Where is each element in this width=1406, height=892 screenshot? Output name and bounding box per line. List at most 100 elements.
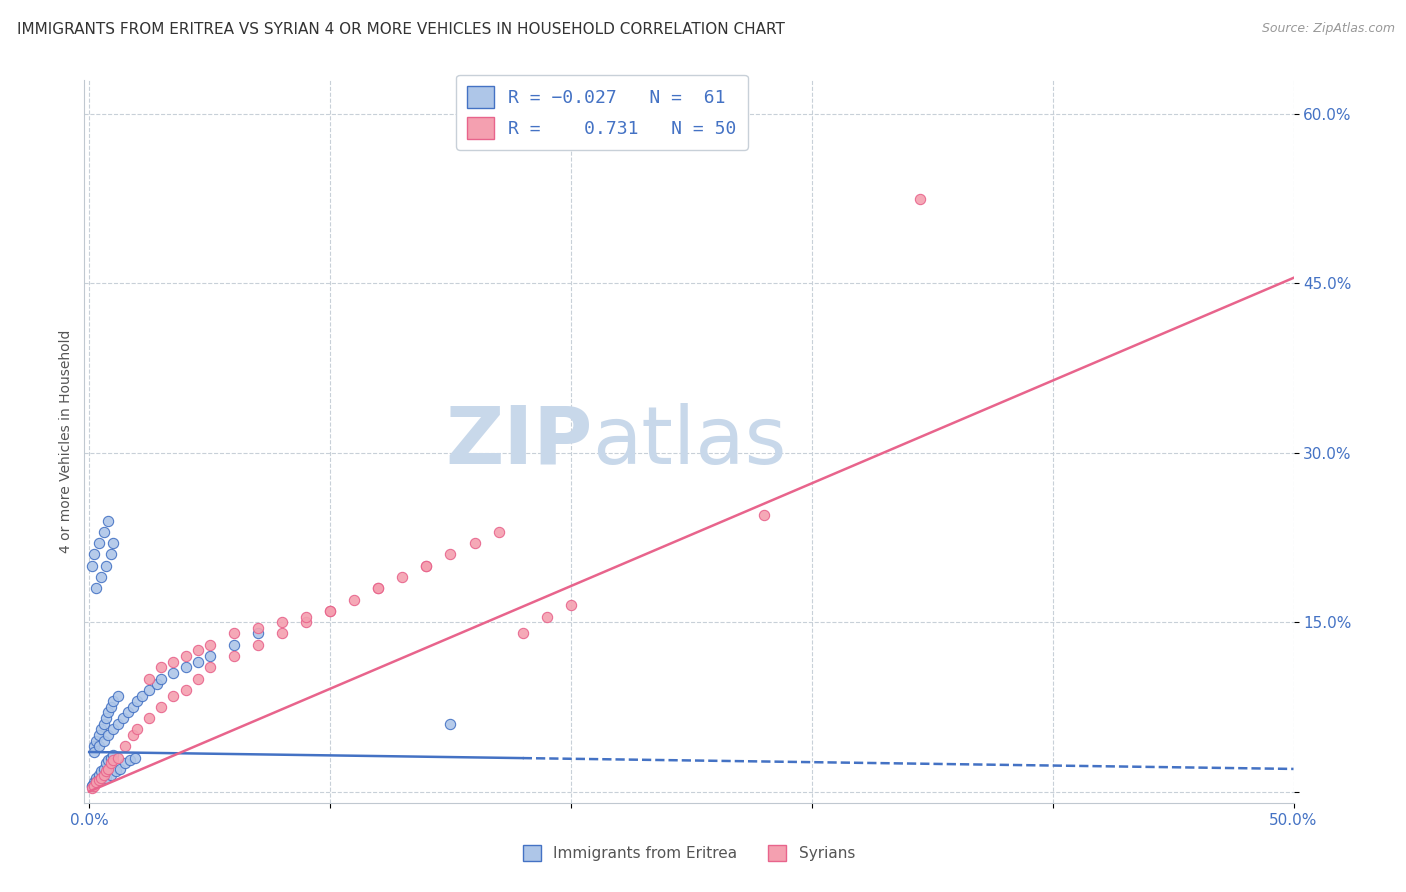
Point: [87, 767, 110, 781]
Point: [131, 689, 153, 703]
Point: [246, 621, 269, 635]
Point: [94, 558, 117, 573]
Legend: Immigrants from Eritrea, Syrians: Immigrants from Eritrea, Syrians: [517, 839, 860, 867]
Point: [94, 756, 117, 771]
Point: [80, 558, 103, 573]
Point: [87, 739, 110, 754]
Point: [83, 779, 105, 793]
Point: [174, 648, 197, 663]
Point: [83, 775, 105, 789]
Point: [80, 779, 103, 793]
Point: [162, 689, 184, 703]
Point: [127, 694, 149, 708]
Point: [488, 524, 510, 539]
Point: [124, 750, 146, 764]
Point: [121, 728, 143, 742]
Point: [270, 615, 292, 630]
Point: [107, 716, 129, 731]
Point: [121, 699, 143, 714]
Point: [560, 599, 582, 613]
Point: [100, 699, 122, 714]
Point: [97, 762, 120, 776]
Point: [94, 771, 117, 785]
Point: [198, 648, 221, 663]
Point: [162, 665, 184, 680]
Point: [127, 723, 149, 737]
Point: [174, 682, 197, 697]
Point: [97, 753, 120, 767]
Point: [138, 711, 160, 725]
Point: [464, 536, 486, 550]
Point: [222, 638, 245, 652]
Point: [150, 672, 173, 686]
Point: [103, 753, 125, 767]
Point: [93, 767, 115, 781]
Point: [752, 508, 775, 522]
Point: [83, 739, 105, 754]
Point: [295, 615, 318, 630]
Point: [97, 728, 120, 742]
Point: [93, 524, 115, 539]
Point: [103, 748, 125, 763]
Point: [222, 648, 245, 663]
Point: [908, 192, 931, 206]
Point: [120, 753, 142, 767]
Point: [117, 706, 139, 720]
Point: [222, 626, 245, 640]
Point: [198, 638, 221, 652]
Point: [536, 609, 558, 624]
Point: [150, 699, 173, 714]
Point: [93, 716, 115, 731]
Point: [367, 582, 389, 596]
Point: [86, 771, 108, 785]
Point: [162, 655, 184, 669]
Point: [100, 756, 122, 771]
Point: [138, 682, 160, 697]
Point: [391, 570, 413, 584]
Point: [86, 582, 108, 596]
Point: [439, 716, 461, 731]
Point: [367, 582, 389, 596]
Point: [114, 756, 136, 771]
Point: [198, 660, 221, 674]
Point: [87, 536, 110, 550]
Point: [86, 775, 108, 789]
Point: [90, 570, 112, 584]
Point: [415, 558, 437, 573]
Point: [100, 548, 122, 562]
Point: [439, 548, 461, 562]
Point: [187, 643, 209, 657]
Point: [94, 764, 117, 779]
Point: [90, 764, 112, 779]
Point: [86, 733, 108, 747]
Point: [97, 706, 120, 720]
Point: [512, 626, 534, 640]
Point: [87, 773, 110, 788]
Point: [246, 638, 269, 652]
Point: [90, 773, 112, 788]
Point: [93, 762, 115, 776]
Point: [93, 733, 115, 747]
Point: [295, 609, 318, 624]
Point: [187, 672, 209, 686]
Point: [86, 775, 108, 789]
Point: [415, 558, 437, 573]
Point: [80, 781, 103, 796]
Point: [114, 739, 136, 754]
Point: [107, 689, 129, 703]
Point: [174, 660, 197, 674]
Point: [94, 711, 117, 725]
Point: [97, 514, 120, 528]
Point: [100, 767, 122, 781]
Point: [107, 750, 129, 764]
Point: [104, 764, 127, 779]
Point: [103, 694, 125, 708]
Point: [319, 604, 342, 618]
Point: [150, 660, 173, 674]
Text: atlas: atlas: [592, 402, 786, 481]
Point: [100, 750, 122, 764]
Point: [90, 723, 112, 737]
Point: [103, 723, 125, 737]
Point: [187, 655, 209, 669]
Point: [111, 711, 134, 725]
